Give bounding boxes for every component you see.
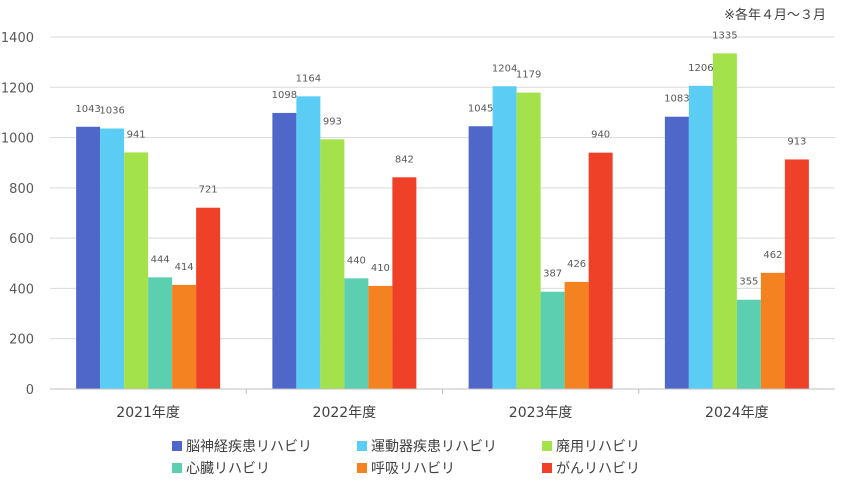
- bar: [296, 96, 321, 389]
- data-label: 993: [323, 116, 342, 127]
- legend-item: 呼吸リハビリ: [357, 461, 455, 477]
- data-label: 410: [371, 263, 390, 274]
- legend-item: 脳神経疾患リハビリ: [172, 439, 312, 455]
- bar: [712, 53, 737, 389]
- bar: [492, 86, 517, 389]
- bar: [540, 291, 565, 389]
- x-tick-label: 2024年度: [705, 405, 769, 421]
- bar: [392, 177, 417, 389]
- data-label: 1335: [712, 30, 737, 41]
- legend-label: 脳神経疾患リハビリ: [186, 439, 312, 455]
- data-label: 721: [199, 185, 218, 196]
- bar: [468, 126, 493, 389]
- bar: [272, 112, 297, 389]
- legend-item: がんリハビリ: [542, 461, 640, 477]
- legend-swatch: [542, 463, 552, 473]
- bar: [124, 152, 149, 389]
- y-tick-label: 800: [9, 182, 34, 197]
- x-axis: 2021年度 2022年度 2023年度 2024年度: [50, 388, 835, 421]
- data-label: 941: [127, 129, 146, 140]
- y-tick-label: 600: [9, 232, 34, 247]
- legend-swatch: [172, 463, 182, 473]
- bar: [760, 272, 785, 389]
- x-tick-label: 2023年度: [509, 405, 573, 421]
- y-tick-label: 0: [26, 383, 34, 398]
- bars: [76, 53, 809, 390]
- legend-label: がんリハビリ: [556, 461, 640, 477]
- bar: [736, 299, 761, 389]
- data-label: 1206: [688, 63, 713, 74]
- bar: [664, 116, 689, 390]
- bar: [588, 152, 613, 389]
- data-label: 1204: [492, 63, 517, 74]
- bar: [564, 281, 589, 389]
- data-label: 444: [151, 254, 170, 265]
- legend-swatch: [357, 463, 367, 473]
- legend-item: 心臓リハビリ: [172, 461, 270, 477]
- x-tick-label: 2021年度: [116, 405, 180, 421]
- data-label: 355: [739, 277, 758, 288]
- bar: [320, 139, 345, 389]
- data-label: 1164: [296, 73, 321, 84]
- data-label: 462: [763, 250, 782, 261]
- y-tick-label: 1400: [1, 31, 34, 46]
- data-label: 940: [591, 130, 610, 141]
- data-label: 426: [567, 259, 586, 270]
- legend-label: 廃用リハビリ: [556, 438, 640, 455]
- data-label: 1098: [272, 90, 297, 101]
- legend-swatch: [357, 441, 367, 451]
- y-tick-label: 1200: [1, 81, 34, 96]
- data-label: 1083: [664, 94, 689, 105]
- bar: [516, 92, 541, 390]
- legend-swatch: [542, 441, 552, 451]
- data-label: 1043: [75, 104, 100, 115]
- bar: [196, 207, 221, 389]
- bar: [148, 277, 173, 389]
- bar: [100, 128, 125, 389]
- data-label: 842: [395, 154, 414, 165]
- data-label: 1045: [468, 103, 493, 114]
- data-label: 1179: [516, 70, 541, 81]
- bar: [368, 285, 393, 389]
- data-label: 1036: [99, 106, 124, 117]
- data-label: 414: [175, 262, 194, 273]
- bar: [76, 126, 101, 389]
- bar: [784, 159, 809, 389]
- y-axis: 0 200 400 600 800 1000 1200 1400: [1, 31, 34, 398]
- bar: [344, 278, 369, 389]
- bar: [688, 85, 713, 389]
- legend-item: 運動器疾患リハビリ: [357, 439, 497, 455]
- legend-item: 廃用リハビリ: [542, 438, 640, 455]
- y-tick-label: 1000: [1, 132, 34, 147]
- legend-label: 呼吸リハビリ: [371, 461, 455, 477]
- x-tick-label: 2022年度: [313, 405, 377, 421]
- legend-label: 心臓リハビリ: [186, 461, 270, 477]
- y-tick-label: 400: [9, 282, 34, 297]
- y-tick-label: 200: [9, 333, 34, 348]
- legend-swatch: [172, 441, 182, 451]
- bar: [172, 284, 197, 389]
- legend-label: 運動器疾患リハビリ: [371, 439, 497, 455]
- data-label: 440: [347, 255, 366, 266]
- data-label: 913: [787, 136, 806, 147]
- data-label: 387: [543, 269, 562, 280]
- period-note: ※各年４月～３月: [724, 7, 826, 23]
